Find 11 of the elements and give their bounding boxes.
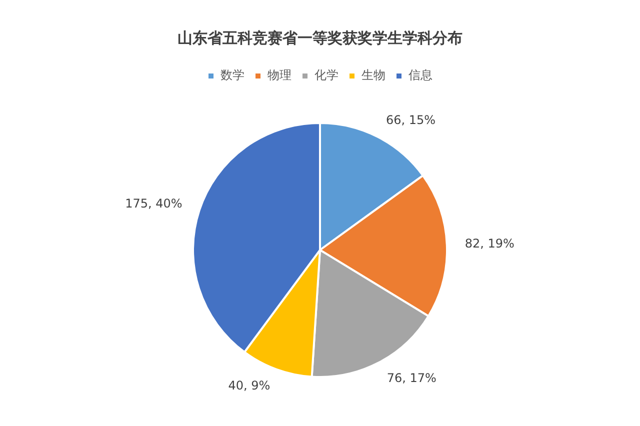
data-label: 82, 19% (464, 236, 514, 250)
data-label: 40, 9% (228, 378, 270, 392)
chart-title: 山东省五科竞赛省一等奖获奖学生学科分布 (178, 28, 462, 47)
legend-label: 数学 (220, 68, 244, 82)
legend-label: 物理 (268, 68, 292, 82)
data-label: 66, 15% (386, 113, 436, 127)
legend-label: 生物 (362, 68, 386, 82)
legend-label: 信息 (408, 68, 432, 82)
data-label: 76, 17% (386, 370, 436, 385)
data-label: 175, 40% (125, 196, 182, 211)
legend-label: 化学 (314, 68, 338, 82)
